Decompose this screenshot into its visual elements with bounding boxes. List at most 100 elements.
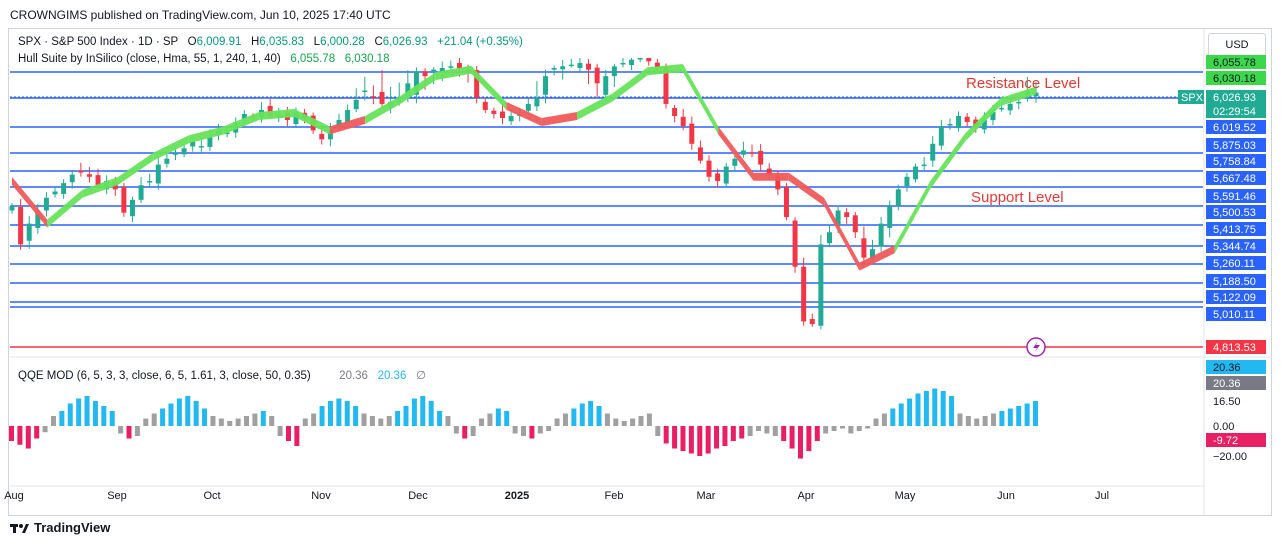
candle-body bbox=[783, 186, 789, 218]
price-axis-label: 5,591.46 bbox=[1213, 191, 1256, 203]
candle-body bbox=[706, 160, 712, 177]
qqe-bar bbox=[621, 421, 627, 426]
qqe-bar bbox=[353, 406, 359, 426]
chart-frame bbox=[8, 28, 1272, 516]
qqe-bar bbox=[890, 408, 896, 426]
qqe-bar bbox=[344, 401, 350, 426]
hull-band-segment bbox=[541, 111, 577, 126]
hull-band-segment bbox=[682, 63, 719, 135]
candle-body bbox=[18, 206, 24, 245]
candle-body bbox=[508, 115, 514, 122]
candle-body bbox=[336, 119, 342, 127]
candle-body bbox=[594, 67, 600, 84]
candle-body bbox=[138, 185, 144, 200]
qqe-bar bbox=[59, 411, 65, 426]
candle-body bbox=[861, 238, 867, 258]
qqe-bar bbox=[210, 416, 216, 426]
symbol-info: SPX · S&P 500 Index · 1D · SP bbox=[18, 36, 179, 48]
tradingview-logo[interactable]: TradingView bbox=[10, 520, 110, 535]
candle-body bbox=[413, 71, 419, 95]
qqe-bar bbox=[118, 426, 124, 434]
candle-body bbox=[758, 150, 764, 165]
qqe-bar bbox=[839, 426, 845, 429]
resistance-label: Resistance Level bbox=[966, 75, 1080, 92]
qqe-bar bbox=[604, 413, 610, 426]
candle-body bbox=[723, 166, 729, 184]
candle-body bbox=[61, 183, 67, 194]
qqe-bar bbox=[881, 413, 887, 426]
qqe-bar bbox=[991, 413, 997, 426]
null-icon: ∅ bbox=[415, 370, 426, 382]
indicator-axis-tag bbox=[1206, 376, 1266, 390]
qqe-bar bbox=[907, 398, 913, 426]
time-axis-label: Aug bbox=[4, 490, 24, 502]
price-axis-tag bbox=[1206, 274, 1266, 288]
candle-body bbox=[267, 105, 273, 116]
candle-body bbox=[568, 64, 574, 67]
candle-body bbox=[69, 174, 75, 183]
tv-logo-icon bbox=[10, 523, 29, 533]
indicator-axis-tag bbox=[1206, 360, 1266, 374]
qqe-bar bbox=[151, 413, 157, 426]
price-axis-tag bbox=[1206, 171, 1266, 185]
candle-body bbox=[637, 58, 643, 60]
candle-body bbox=[792, 220, 798, 267]
qqe-bar bbox=[202, 408, 208, 426]
candle-body bbox=[534, 97, 540, 107]
candle-body bbox=[362, 90, 368, 92]
qqe-bar bbox=[646, 413, 652, 426]
candle-body bbox=[852, 215, 858, 233]
qqe-bar bbox=[562, 413, 568, 426]
candle-body bbox=[172, 152, 178, 155]
price-axis-tag bbox=[1206, 222, 1266, 236]
hull-value-2: 6,030.18 bbox=[344, 53, 390, 65]
hull-band-segment bbox=[47, 189, 83, 228]
qqe-bar bbox=[529, 426, 535, 439]
qqe-value-1: 20.36 bbox=[339, 370, 368, 382]
qqe-bar bbox=[176, 398, 182, 426]
candle-body bbox=[844, 212, 850, 218]
candle-body bbox=[964, 116, 970, 122]
time-axis-label: Apr bbox=[797, 490, 814, 502]
price-axis-tag bbox=[1206, 90, 1266, 118]
price-axis-label: 6,055.78 bbox=[1213, 57, 1256, 69]
qqe-bar bbox=[445, 416, 451, 426]
qqe-bar bbox=[957, 413, 963, 426]
close-value: 6,026.93 bbox=[382, 36, 428, 48]
price-axis-label: 6,030.18 bbox=[1213, 73, 1256, 85]
candle-body bbox=[913, 166, 919, 180]
price-axis-tag bbox=[1206, 239, 1266, 253]
candle-body bbox=[207, 137, 213, 147]
indicator-axis-tag bbox=[1206, 433, 1266, 447]
low-label: L bbox=[313, 36, 321, 48]
price-axis-tag bbox=[1206, 138, 1266, 152]
candle-body bbox=[78, 170, 84, 173]
time-axis-label: Mar bbox=[697, 490, 716, 502]
hull-band-segment bbox=[188, 126, 224, 144]
qqe-bar bbox=[974, 418, 980, 426]
candle-body bbox=[95, 175, 101, 186]
qqe-bar bbox=[680, 426, 686, 451]
hull-band-segment bbox=[117, 152, 154, 185]
candle-body bbox=[947, 123, 953, 126]
candle-body bbox=[147, 180, 153, 183]
time-axis-label: May bbox=[895, 490, 916, 502]
qqe-bar bbox=[1024, 403, 1030, 426]
qqe-bar bbox=[378, 418, 384, 426]
qqe-bar bbox=[92, 401, 98, 426]
candle-body bbox=[164, 158, 170, 164]
qqe-bar bbox=[311, 413, 317, 426]
candle-body bbox=[697, 147, 703, 161]
qqe-bar bbox=[109, 411, 115, 426]
qqe-bar bbox=[369, 416, 375, 426]
qqe-bar bbox=[722, 426, 728, 446]
indicator-axis-label: −20.00 bbox=[1213, 451, 1247, 463]
qqe-bar bbox=[361, 413, 367, 426]
qqe-bar bbox=[932, 388, 938, 426]
currency-button[interactable]: USD bbox=[1208, 33, 1266, 57]
hull-band-segment bbox=[965, 97, 1001, 142]
qqe-bar bbox=[160, 408, 166, 426]
candle-body bbox=[672, 107, 678, 116]
qqe-bar bbox=[940, 391, 946, 426]
